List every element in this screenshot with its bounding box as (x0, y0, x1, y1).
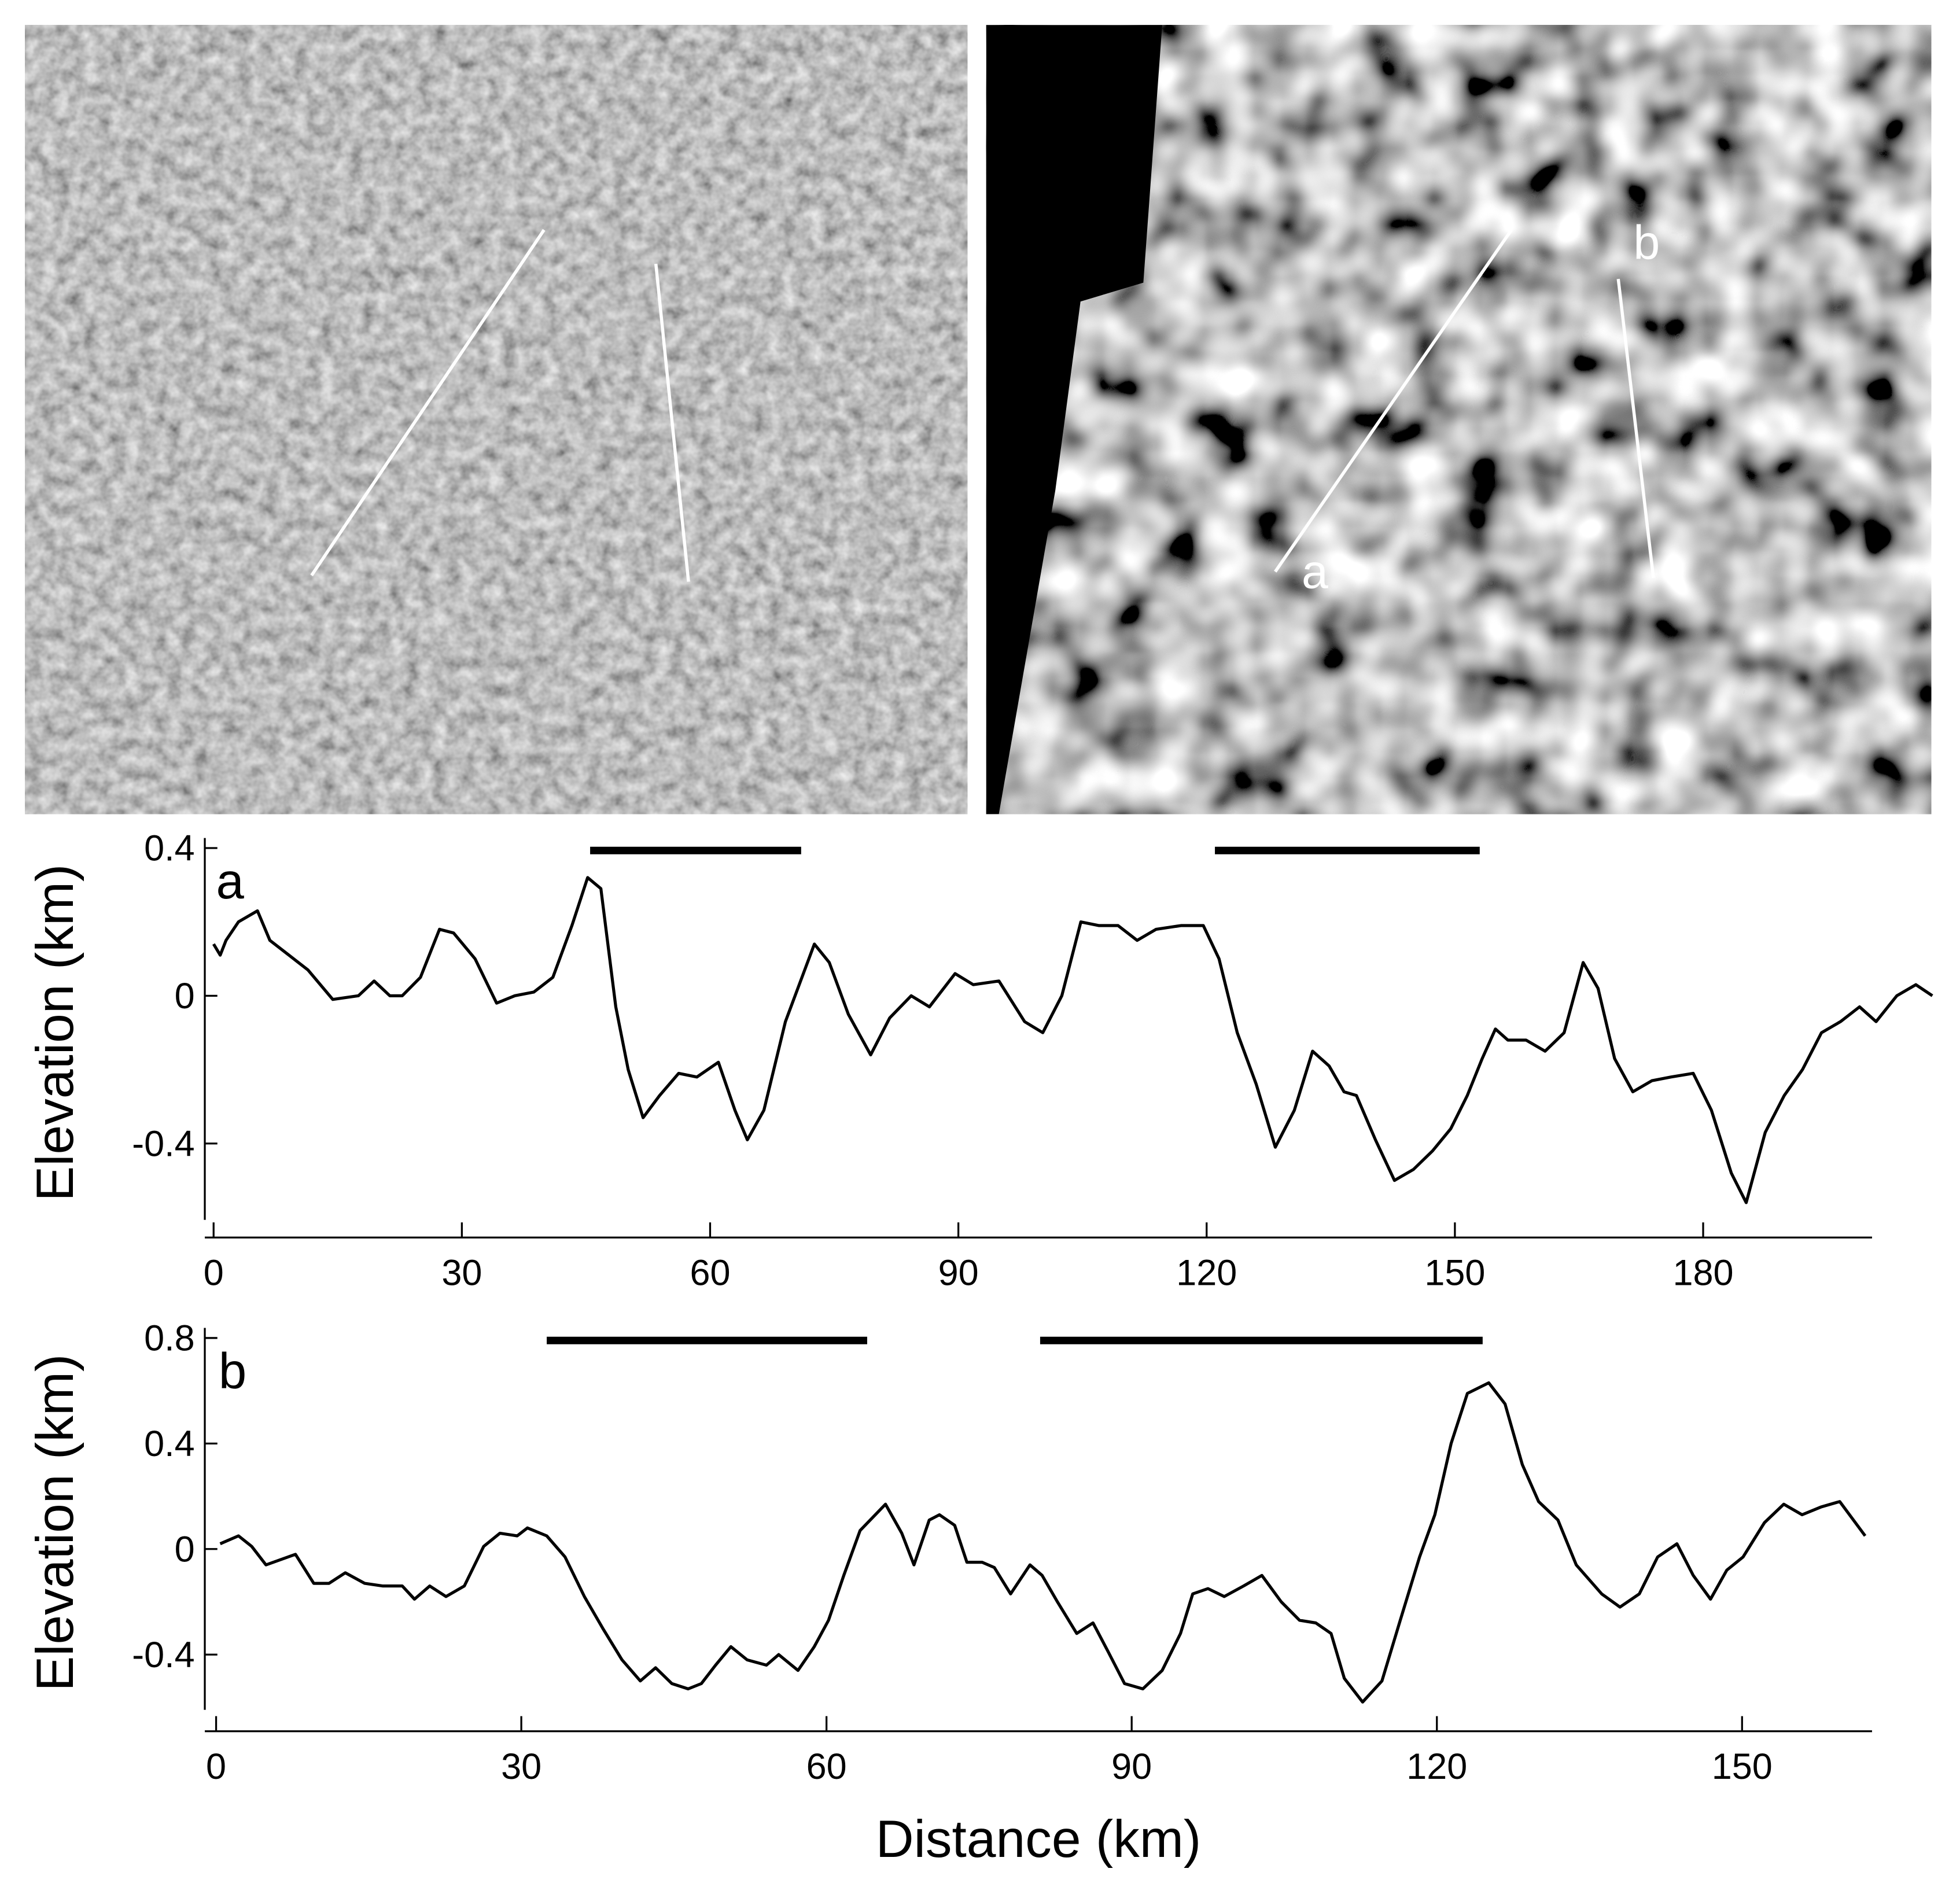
panel-label: a (216, 853, 245, 909)
profile-line (1616, 278, 1655, 578)
image-label: a (1302, 545, 1328, 598)
x-tick-label: 120 (1406, 1746, 1467, 1787)
profile-line (212, 876, 1933, 1204)
left-image (25, 25, 968, 814)
x-tick-label: 60 (806, 1746, 847, 1787)
x-tick-label: 150 (1424, 1253, 1485, 1293)
profile-line (219, 1381, 1867, 1704)
x-tick-label: 30 (441, 1253, 482, 1293)
x-tick-label: 90 (938, 1253, 979, 1293)
image-label: b (1633, 216, 1660, 269)
x-tick-label: 180 (1672, 1253, 1733, 1293)
shaded-relief (25, 25, 968, 814)
no-data (986, 25, 1162, 814)
x-tick-label: 150 (1712, 1746, 1773, 1787)
profile-line (310, 228, 546, 577)
y-tick-label: -0.4 (132, 1123, 195, 1164)
x-tick-label: 60 (690, 1253, 730, 1293)
panel-label: b (219, 1343, 246, 1399)
x-tick-label: 30 (501, 1746, 541, 1787)
y-tick-label: 0 (175, 1529, 195, 1570)
x-tick-label: 0 (204, 1253, 224, 1293)
y-axis-label: Elevation (km) (25, 1354, 84, 1691)
y-tick-label: -0.4 (132, 1635, 195, 1675)
y-axis-label: Elevation (km) (25, 864, 84, 1202)
x-tick-label: 90 (1111, 1746, 1152, 1787)
right-image: a b (986, 25, 1932, 814)
y-tick-label: 0.4 (144, 828, 195, 869)
y-tick-label: 0 (175, 976, 195, 1016)
x-tick-label: 0 (206, 1746, 226, 1787)
profile-line (1274, 228, 1513, 573)
y-tick-label: 0.8 (144, 1318, 195, 1359)
profile-line (654, 263, 690, 582)
y-tick-label: 0.4 (144, 1424, 195, 1464)
x-axis-label: Distance (km) (876, 1809, 1202, 1868)
x-tick-label: 120 (1176, 1253, 1237, 1293)
